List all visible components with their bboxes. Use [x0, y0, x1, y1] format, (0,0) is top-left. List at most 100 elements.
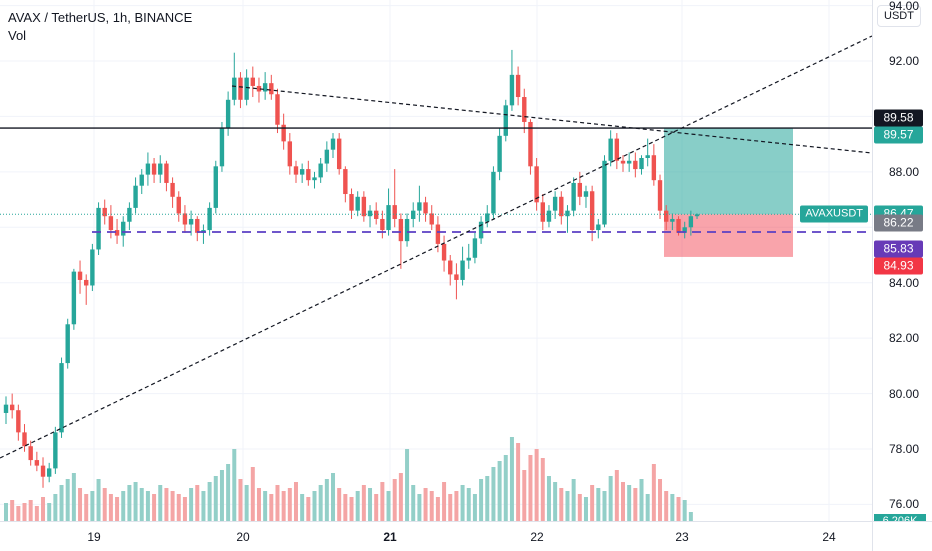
candle-body	[287, 141, 293, 167]
volume-bar	[559, 488, 564, 521]
candle-body	[127, 207, 132, 222]
candle-body	[108, 216, 114, 231]
candle-body	[219, 127, 225, 167]
candle-body	[565, 210, 570, 217]
volume-bar	[583, 497, 588, 521]
candle-body	[40, 465, 46, 477]
volume-bar	[256, 488, 261, 521]
volume-bar	[108, 494, 113, 521]
volume-bar	[540, 458, 545, 521]
volume-bar	[423, 488, 428, 521]
time-tick-label: 20	[236, 530, 250, 544]
candle-body	[90, 249, 95, 286]
volume-bar	[41, 497, 46, 521]
volume-bar	[602, 491, 607, 521]
candle-body	[336, 138, 342, 170]
candle-body	[238, 77, 243, 100]
symbol-title[interactable]: AVAX / TetherUS, 1h, BINANCE	[8, 10, 193, 25]
candle-body	[139, 174, 144, 186]
candle-body	[682, 227, 687, 233]
price-tick-label: 94.00	[888, 0, 919, 13]
volume-bar	[682, 500, 687, 521]
volume-bar	[47, 503, 52, 521]
volume-bar	[306, 497, 311, 521]
candle-body	[466, 257, 471, 261]
volume-bar	[571, 479, 576, 521]
volume-bar	[577, 494, 582, 521]
volume-bar	[201, 491, 206, 521]
volume-bar	[491, 467, 496, 521]
volume-bar	[454, 491, 459, 521]
candle-body	[176, 196, 181, 214]
candle-body	[423, 202, 428, 214]
currency-button[interactable]: USDT	[877, 5, 921, 27]
price-tick-label: 78.00	[888, 441, 919, 456]
candle-body	[84, 279, 89, 286]
candle-body	[380, 218, 385, 231]
volume-bar	[516, 443, 521, 521]
candle-body	[596, 224, 601, 231]
ascending-trendline	[0, 35, 872, 459]
time-tick-label: 24	[822, 530, 836, 544]
candle-body	[330, 138, 336, 150]
volume-bar	[4, 503, 8, 521]
chart-pane[interactable]: AVAX / TetherUS, 1h, BINANCE Vol AVAXUSD…	[0, 0, 872, 521]
candle-body	[28, 446, 33, 461]
candlestick-chart[interactable]	[0, 0, 872, 521]
candle-body	[367, 210, 373, 217]
candle-body	[262, 83, 268, 92]
candle-body	[133, 185, 138, 208]
candle-body	[213, 166, 218, 208]
volume-bar	[164, 488, 169, 521]
candle-body	[460, 260, 465, 280]
candle-body	[281, 124, 286, 142]
volume-bar	[368, 488, 373, 521]
volume-bar	[670, 494, 675, 521]
candle-body	[448, 260, 453, 275]
volume-bar	[651, 464, 656, 521]
price-axis[interactable]: USDT 94.00 92.00 88.00 84.00 82.00 80.00 78.00…	[872, 0, 932, 528]
candle-body	[244, 77, 249, 100]
volume-bar	[460, 485, 465, 521]
volume-bar	[429, 491, 434, 521]
candle-body	[269, 83, 274, 95]
volume-bar	[170, 491, 175, 521]
time-axis[interactable]: 19 20 21 22 23 24	[0, 521, 872, 551]
volume-bar	[232, 449, 237, 521]
volume-bar	[250, 467, 255, 521]
volume-bar	[133, 482, 138, 521]
volume-bar	[96, 479, 101, 521]
candle-body	[65, 324, 70, 364]
candle-body	[515, 74, 521, 98]
candle-body	[404, 218, 410, 242]
time-tick-label: 22	[530, 530, 544, 544]
candle-body	[417, 202, 422, 211]
candle-body	[411, 210, 416, 219]
volume-bar	[392, 479, 397, 521]
volume-bar	[195, 485, 200, 521]
candle-body	[589, 191, 595, 231]
candle-body	[306, 169, 311, 181]
candle-body	[170, 182, 175, 197]
volume-bar	[152, 494, 157, 521]
volume-bar	[639, 479, 644, 521]
volume-bar	[207, 482, 212, 521]
volume-bar	[300, 494, 305, 521]
volume-bar	[472, 494, 477, 521]
candle-body	[9, 404, 15, 411]
chart-legend: AVAX / TetherUS, 1h, BINANCE Vol	[8, 9, 192, 45]
volume-bar	[213, 476, 218, 521]
volume-indicator-label[interactable]: Vol	[8, 28, 27, 43]
volume-bar	[275, 485, 280, 521]
candle-body	[608, 138, 613, 161]
candle-body	[34, 460, 40, 466]
volume-bar	[145, 491, 150, 521]
volume-bar	[331, 473, 336, 521]
volume-bar	[176, 494, 181, 521]
candle-body	[552, 196, 558, 211]
volume-bar	[386, 491, 391, 521]
volume-bar	[522, 470, 527, 521]
volume-bar	[565, 491, 570, 521]
volume-bar	[182, 497, 187, 521]
volume-bar	[435, 497, 440, 521]
